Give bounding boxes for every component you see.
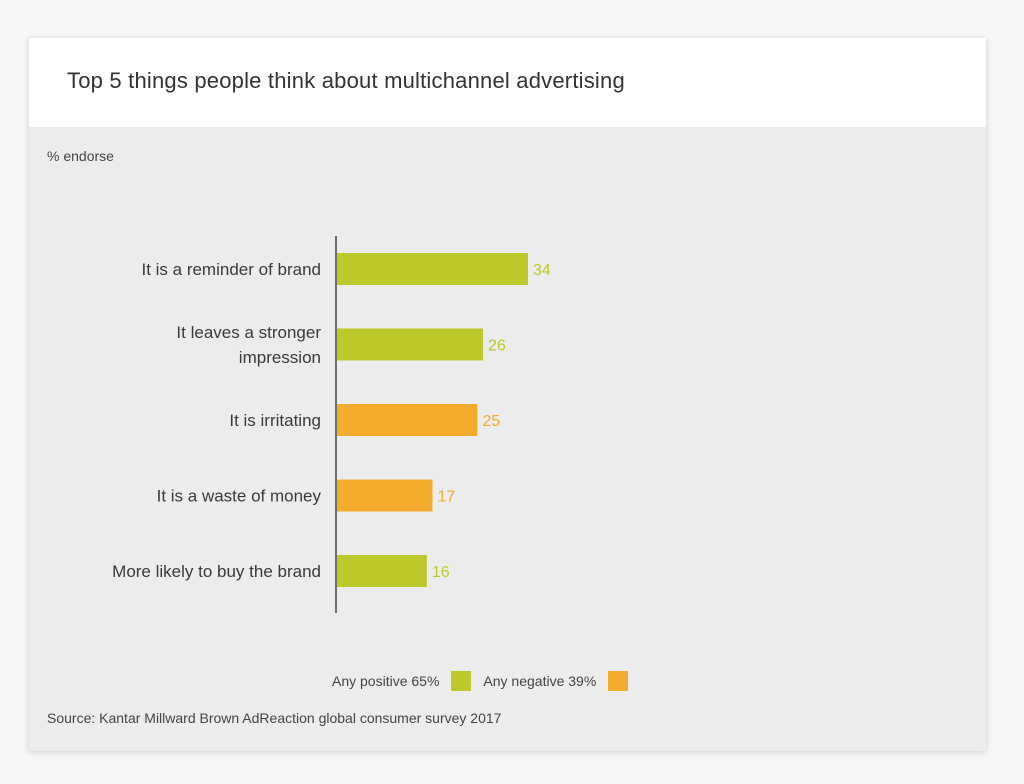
source-note: Source: Kantar Millward Brown AdReaction…	[47, 710, 502, 726]
category-label-2: It leaves a stronger impression	[176, 323, 321, 367]
legend-label-negative: Any negative 39%	[483, 673, 597, 689]
bar-2	[337, 328, 484, 361]
legend-swatch-negative	[608, 671, 629, 691]
bar-5	[337, 555, 427, 587]
category-label-4: It is a waste of money	[157, 487, 322, 506]
card-header: Top 5 things people think about multicha…	[29, 38, 986, 127]
unit-label: % endorse	[47, 148, 114, 164]
legend-label-positive: Any positive 65%	[332, 673, 440, 689]
legend-item-positive: Any positive 65%	[332, 671, 472, 691]
data-label-4: 17	[438, 489, 456, 506]
data-label-3: 25	[482, 413, 500, 430]
category-label-3: It is irritating	[229, 411, 321, 430]
legend-item-negative: Any negative 39%	[483, 671, 629, 691]
category-label-1: It is a reminder of brand	[141, 260, 321, 279]
bar-4	[337, 479, 433, 512]
chart-card: Top 5 things people think about multicha…	[29, 38, 986, 751]
data-label-5: 16	[432, 564, 450, 581]
legend: Any positive 65% Any negative 39%	[332, 670, 640, 692]
category-label-5: More likely to buy the brand	[112, 562, 321, 581]
bar-3	[337, 404, 478, 436]
legend-swatch-positive	[451, 671, 472, 691]
chart-title: Top 5 things people think about multicha…	[67, 68, 625, 93]
data-label-1: 34	[533, 262, 551, 279]
data-label-2: 26	[488, 338, 506, 355]
bar-chart: 34 It is a reminder of brand 26 It leaves a…	[112, 236, 551, 613]
bar-1	[337, 253, 528, 285]
